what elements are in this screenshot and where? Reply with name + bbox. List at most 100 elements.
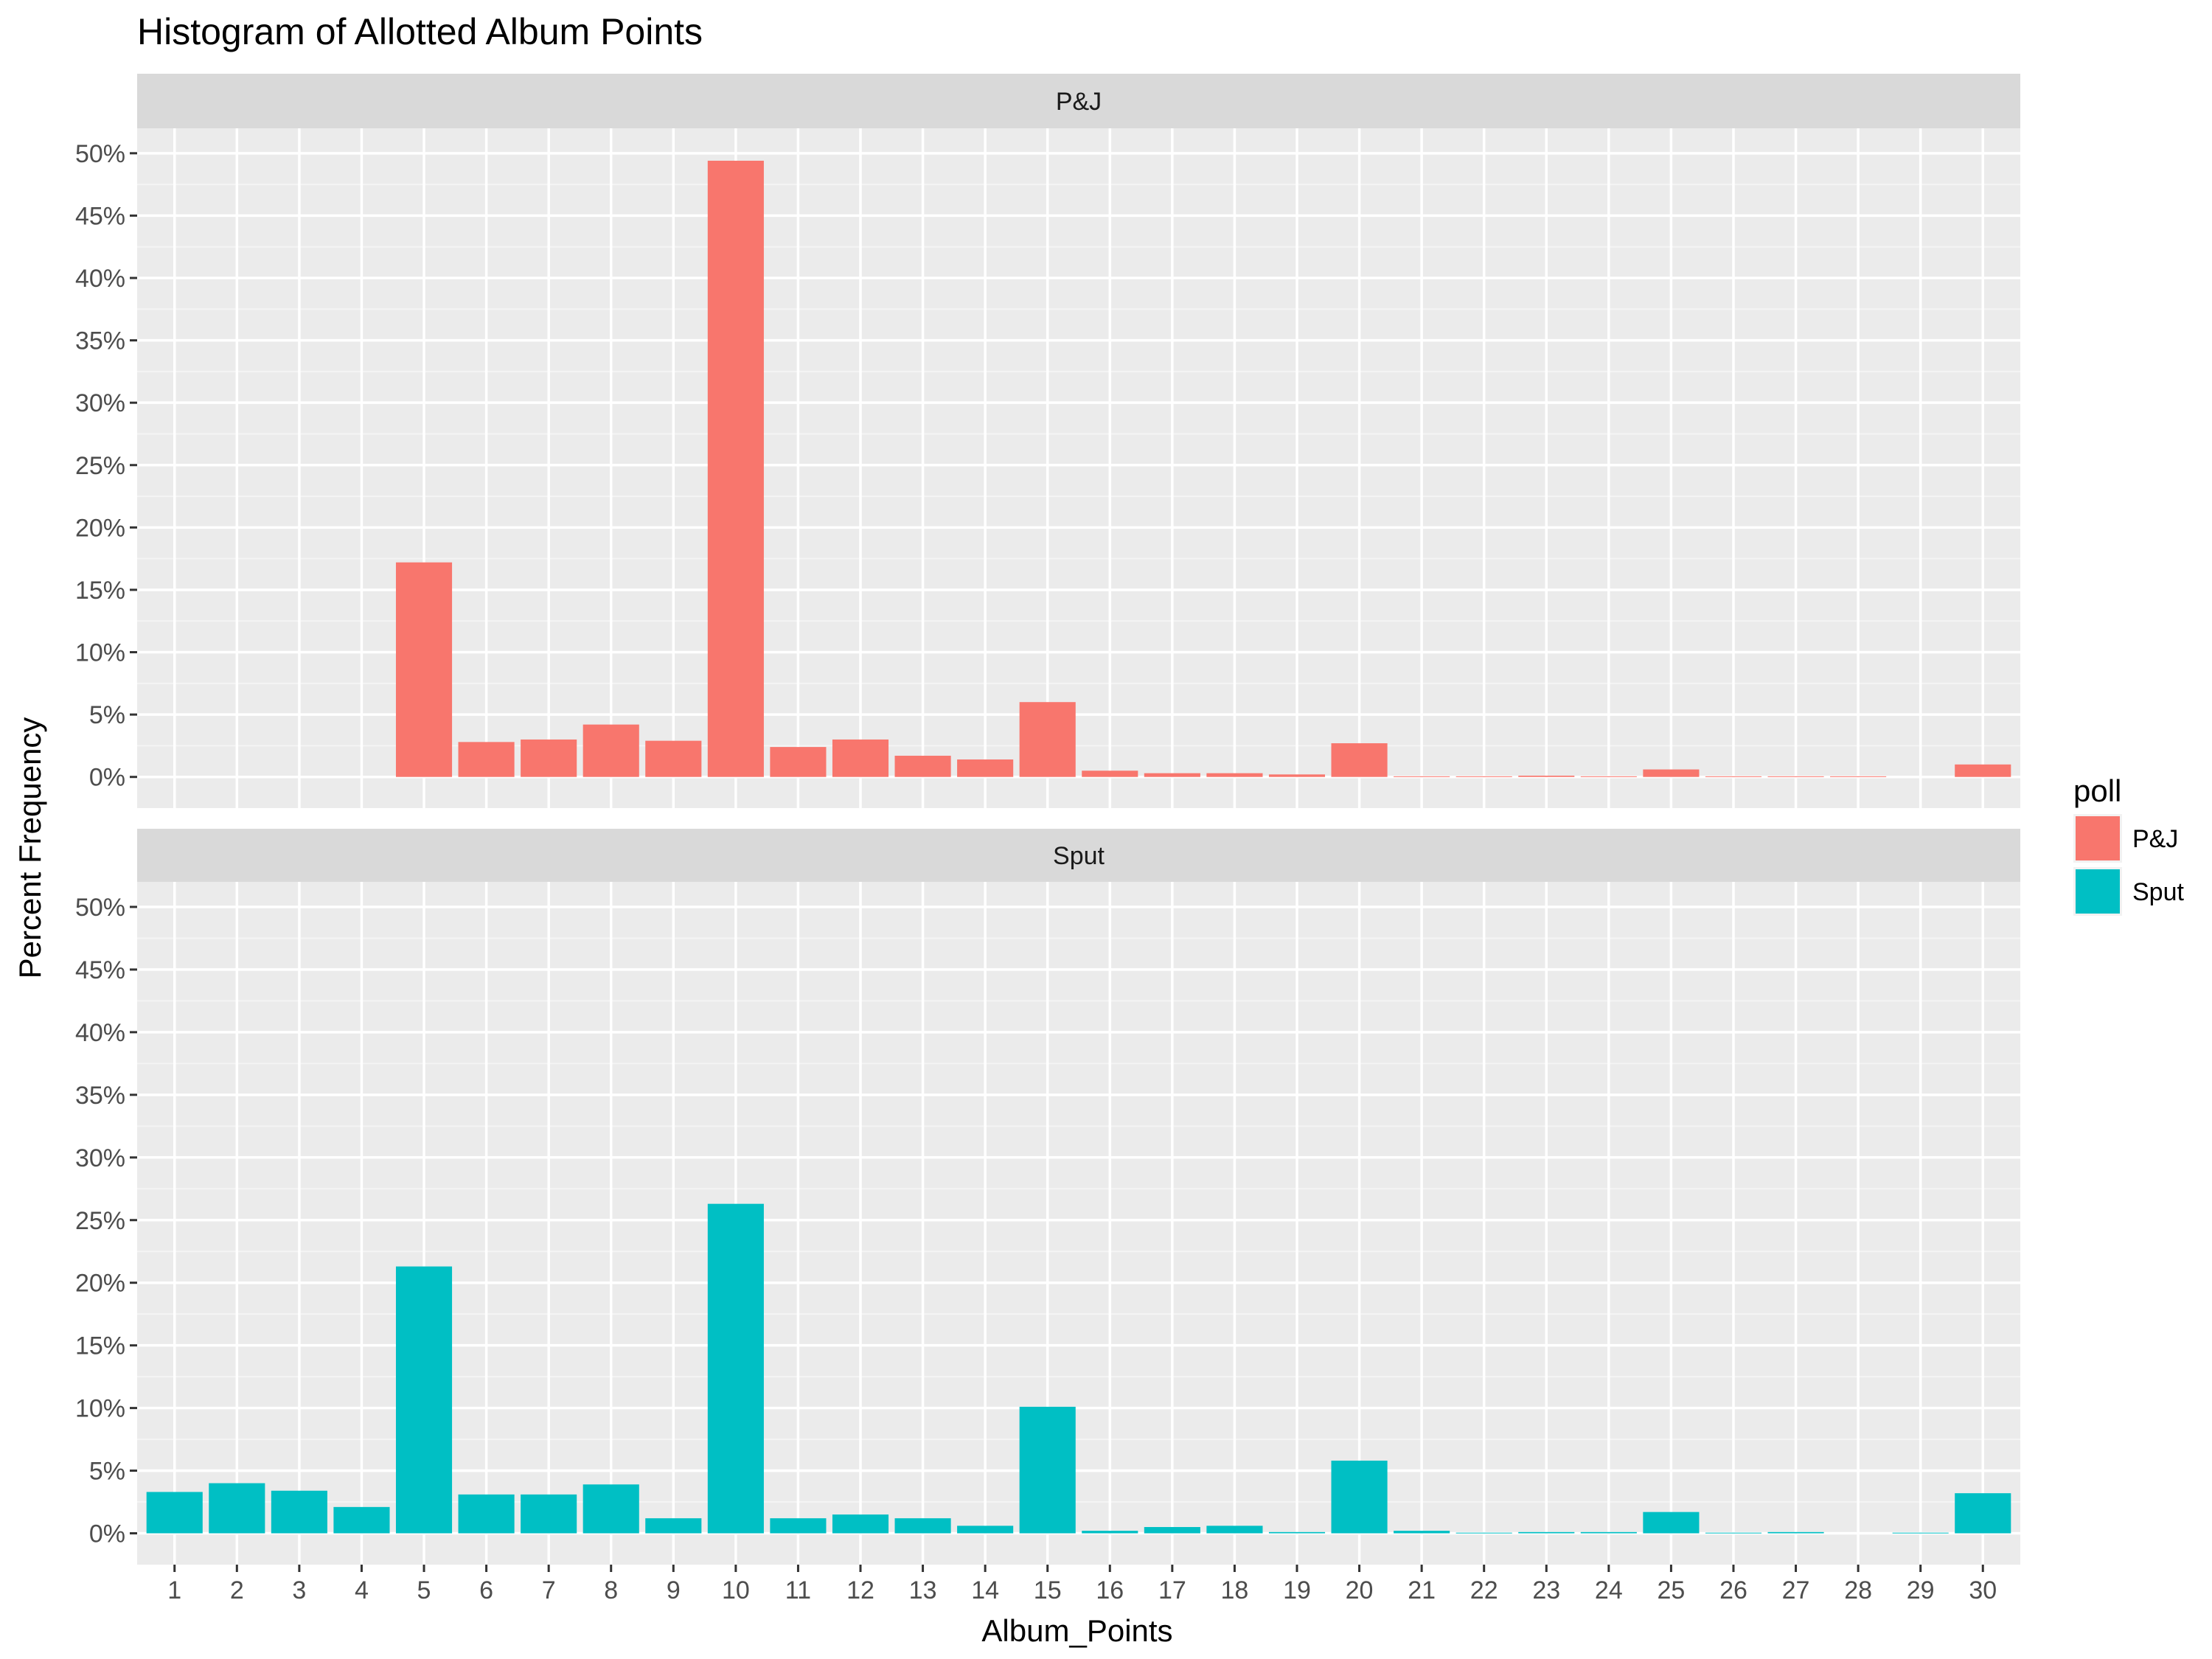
bar-P&J-10 — [707, 160, 764, 777]
bar-P&J-25 — [1643, 769, 1700, 777]
bar-P&J-23 — [1518, 776, 1575, 777]
y-tick-label: 10% — [75, 639, 125, 667]
x-tick-label: 17 — [1158, 1576, 1186, 1604]
bar-Sput-6 — [458, 1494, 515, 1534]
x-tick-label: 19 — [1283, 1576, 1311, 1604]
y-tick-label: 40% — [75, 265, 125, 293]
y-tick-label: 10% — [75, 1395, 125, 1423]
bar-P&J-7 — [521, 739, 577, 777]
x-tick-label: 28 — [1844, 1576, 1872, 1604]
x-tick-label: 14 — [971, 1576, 999, 1604]
y-tick-label: 15% — [75, 1332, 125, 1360]
y-tick-label: 0% — [89, 1520, 125, 1548]
legend-label: P&J — [2132, 825, 2178, 853]
bar-P&J-26 — [1705, 776, 1762, 777]
bar-Sput-19 — [1268, 1531, 1326, 1534]
y-tick-label: 35% — [75, 1082, 125, 1110]
bar-Sput-18 — [1206, 1526, 1263, 1534]
bar-P&J-12 — [832, 739, 889, 777]
x-tick-label: 22 — [1470, 1576, 1498, 1604]
bar-Sput-9 — [645, 1518, 702, 1534]
bar-Sput-3 — [271, 1490, 327, 1534]
y-tick-label: 20% — [75, 1270, 125, 1298]
bar-Sput-27 — [1767, 1531, 1824, 1534]
bar-Sput-12 — [832, 1514, 889, 1534]
x-tick-label: 9 — [667, 1576, 681, 1604]
x-tick-label: 2 — [230, 1576, 244, 1604]
legend: poll P&J Sput — [2073, 773, 2184, 916]
bar-Sput-17 — [1144, 1527, 1200, 1534]
bar-P&J-8 — [582, 724, 639, 777]
y-tick-label: 50% — [75, 894, 125, 922]
y-tick-label: 50% — [75, 140, 125, 168]
bar-Sput-13 — [894, 1518, 951, 1534]
bar-P&J-9 — [645, 740, 702, 777]
bar-P&J-18 — [1206, 773, 1263, 777]
facet-strip-label: Sput — [1053, 842, 1105, 870]
bar-Sput-29 — [1892, 1532, 1949, 1534]
bar-Sput-11 — [770, 1518, 827, 1534]
bar-Sput-20 — [1331, 1460, 1388, 1534]
x-tick-label: 23 — [1532, 1576, 1560, 1604]
x-tick-label: 5 — [417, 1576, 431, 1604]
y-tick-label: 40% — [75, 1019, 125, 1047]
y-tick-label: 45% — [75, 202, 125, 230]
y-tick-label: 30% — [75, 1144, 125, 1172]
bar-Sput-8 — [582, 1484, 639, 1534]
x-tick-label: 3 — [292, 1576, 306, 1604]
legend-title: poll — [2073, 773, 2121, 808]
x-tick-label: 15 — [1034, 1576, 1062, 1604]
bar-Sput-5 — [395, 1266, 453, 1534]
x-axis-title: Album_Points — [981, 1613, 1172, 1648]
legend-key-Sput — [2076, 869, 2120, 914]
y-tick-label: 5% — [89, 1458, 125, 1486]
x-tick-label: 27 — [1782, 1576, 1810, 1604]
y-tick-label: 15% — [75, 577, 125, 605]
x-tick-label: 24 — [1595, 1576, 1623, 1604]
bar-P&J-15 — [1019, 702, 1076, 777]
facet-strip — [137, 829, 2020, 882]
facet-panel-0: P&J 0% 5% 10% 15% 20% 25% 30% 35% 40% 45% 50% — [75, 74, 2020, 808]
y-tick-label: 30% — [75, 389, 125, 417]
bar-Sput-2 — [209, 1483, 265, 1534]
x-tick-label: 12 — [846, 1576, 874, 1604]
legend-label: Sput — [2132, 878, 2184, 906]
bar-P&J-30 — [1955, 764, 2011, 777]
facet-strip-label: P&J — [1056, 88, 1102, 116]
x-tick-label: 16 — [1096, 1576, 1124, 1604]
bar-Sput-1 — [146, 1492, 203, 1534]
x-tick-label: 20 — [1346, 1576, 1374, 1604]
bar-P&J-11 — [770, 747, 827, 777]
bar-Sput-24 — [1580, 1531, 1637, 1534]
x-tick-label: 7 — [542, 1576, 556, 1604]
y-tick-label: 0% — [89, 764, 125, 792]
x-tick-label: 8 — [604, 1576, 618, 1604]
x-tick-label: 13 — [909, 1576, 937, 1604]
x-tick-label: 21 — [1408, 1576, 1436, 1604]
bar-P&J-14 — [957, 759, 1014, 777]
legend-key-P&J — [2076, 816, 2120, 860]
bar-Sput-7 — [521, 1494, 577, 1534]
bar-P&J-19 — [1268, 774, 1326, 777]
bar-P&J-5 — [395, 562, 453, 777]
bar-P&J-27 — [1767, 776, 1824, 777]
bar-P&J-28 — [1830, 776, 1887, 777]
y-tick-label: 5% — [89, 701, 125, 729]
y-tick-label: 25% — [75, 452, 125, 480]
bar-Sput-26 — [1705, 1532, 1762, 1534]
y-tick-label: 45% — [75, 956, 125, 984]
y-axis-title: Percent Frequency — [13, 717, 47, 979]
bar-P&J-13 — [894, 755, 951, 777]
bar-P&J-6 — [458, 742, 515, 777]
x-tick-label: 4 — [355, 1576, 369, 1604]
x-tick-label: 18 — [1221, 1576, 1249, 1604]
bar-P&J-17 — [1144, 773, 1200, 777]
x-tick-label: 6 — [479, 1576, 493, 1604]
x-tick-label: 29 — [1907, 1576, 1935, 1604]
bar-P&J-22 — [1455, 776, 1512, 777]
bar-Sput-30 — [1955, 1493, 2011, 1534]
bar-Sput-4 — [333, 1506, 390, 1534]
y-tick-label: 20% — [75, 514, 125, 542]
